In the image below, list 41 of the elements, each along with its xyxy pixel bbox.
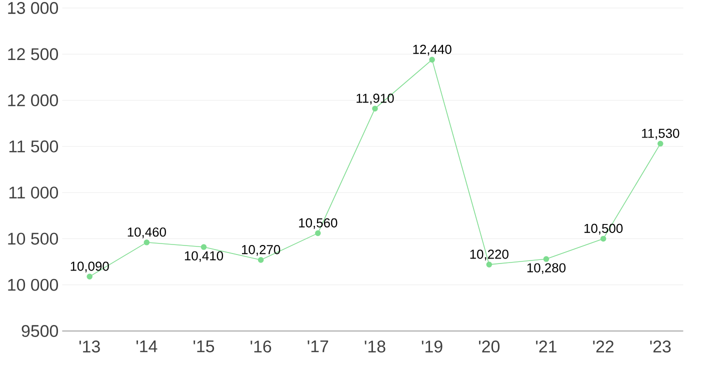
point [486,262,492,268]
data-label: 10,560 [299,218,338,229]
y-tick-label: 12 500 [8,48,58,60]
data-label: 10,500 [584,224,623,235]
x-tick-label: '17 [308,340,328,352]
point [144,240,150,246]
data-label: 10,410 [184,251,224,262]
point [543,256,550,262]
data-label: 10,280 [527,263,566,274]
point [429,56,435,63]
y-tick-label: 11 500 [9,140,58,152]
y-tick-label: 12 000 [8,94,58,106]
point [657,140,664,147]
point [258,257,264,263]
point [86,274,92,280]
x-tick-label: '23 [650,340,671,353]
data-label: 11,530 [642,128,680,140]
data-label: 10,270 [242,245,280,256]
x-tick-label: '19 [422,340,442,353]
y-tick-label: 9500 [22,325,58,337]
data-label: 10,090 [70,262,109,272]
point [372,106,378,112]
data-label: 12,440 [413,44,452,56]
y-tick-label: 10 000 [8,278,58,291]
x-tick-label: '21 [536,340,556,352]
data-label: 10,220 [470,250,508,260]
x-tick-label: '15 [194,340,214,352]
x-tick-label: '16 [250,340,272,353]
y-tick-label: 13 000 [8,2,58,14]
x-tick-label: '14 [136,340,158,352]
point [200,244,207,250]
point [600,236,606,242]
y-tick-label: 10 500 [8,232,58,245]
y-tick-label: 11 000 [9,186,58,199]
data-label: 11,910 [356,94,394,104]
x-tick-label: '20 [478,340,500,353]
x-tick-label: '18 [364,340,386,353]
x-tick-label: '13 [79,340,100,353]
data-label: 10,460 [128,228,166,238]
x-tick-label: '22 [593,340,614,352]
point [315,230,321,236]
